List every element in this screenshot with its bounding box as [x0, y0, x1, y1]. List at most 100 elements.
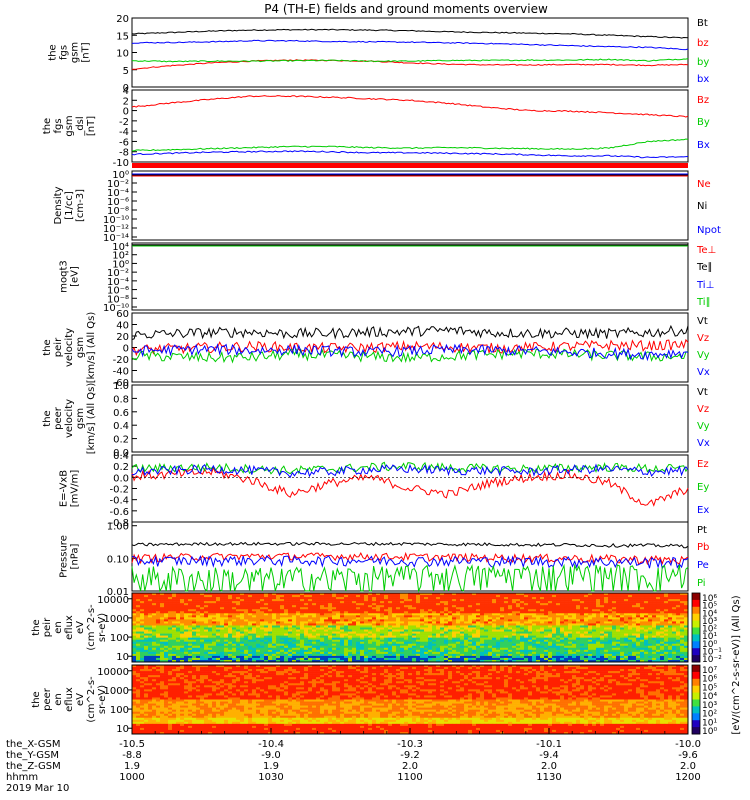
y-axis-label: [km/s] (All Qs) — [86, 312, 97, 384]
y-axis-label: [km/s] (All Qs) — [86, 383, 97, 455]
x-tick-label: 1200 — [675, 772, 700, 783]
colorbar-segment — [692, 606, 700, 615]
x-tick-label: 1100 — [397, 772, 422, 783]
figure-title: P4 (TH-E) fields and ground moments over… — [264, 2, 548, 16]
colorbar-tick-label: 10⁰ — [702, 727, 717, 737]
legend-Ex: Ex — [697, 505, 709, 516]
legend-bx: bx — [697, 74, 709, 85]
y-tick-label: 0.10 — [107, 554, 129, 565]
legend-Te⊥: Te⊥ — [696, 245, 716, 256]
panel-frame — [131, 89, 689, 163]
x-tick-label: 1000 — [119, 772, 144, 783]
y-tick-label: 0.0 — [113, 448, 129, 459]
colorbar-tick-label: 10² — [702, 625, 717, 635]
colorbar-segment — [692, 671, 700, 680]
colorbar-segment — [692, 720, 700, 728]
panel-frame — [131, 242, 689, 311]
x-tick-label: 1130 — [536, 772, 561, 783]
y-axis-label: sr-eV) — [97, 613, 108, 642]
y-tick-label: 10⁻⁴ — [107, 188, 129, 199]
legend-By: By — [697, 117, 710, 128]
series-line-Vz — [131, 338, 689, 357]
colorbar-tick-label: 10⁷ — [702, 666, 717, 676]
spectrogram-cells — [132, 665, 689, 735]
y-tick-label: 10² — [112, 251, 129, 262]
y-tick-label: 60 — [116, 309, 129, 320]
y-tick-label: 10⁻² — [107, 179, 129, 190]
legend-Ni: Ni — [697, 201, 707, 212]
y-tick-label: -60 — [113, 378, 129, 389]
y-axis-label: [1/cc] — [64, 191, 75, 220]
y-tick-label: -8 — [119, 148, 129, 159]
y-tick-label: 10000 — [97, 667, 129, 678]
series-line-Bz — [131, 95, 689, 118]
colorbar-segment — [692, 685, 700, 694]
x-tick-label: 2.0 — [541, 761, 557, 772]
y-tick-label: 10⁻¹⁰ — [103, 303, 129, 314]
legend-Ey: Ey — [697, 482, 709, 493]
panel-fgs-gsm: 0 5 10 15 20 the fgs gsm [nT] Bt bz by bx — [48, 14, 710, 94]
y-axis-label: [cm-3] — [75, 189, 86, 222]
colorbar-tick-label: 10¹ — [702, 632, 717, 642]
x-tick-label: 1.9 — [263, 761, 279, 772]
colorbar-segment — [692, 613, 700, 622]
legend-Vx: Vx — [697, 367, 710, 378]
colorbar-segment — [692, 620, 700, 628]
y-axis-label: peir — [53, 337, 64, 357]
colorbar-tick-label: 10³ — [702, 617, 717, 627]
colorbar-tick-label: 10⁶ — [702, 594, 717, 604]
y-axis-label: (cm^2-s- — [86, 676, 97, 723]
colorbar-segment — [692, 692, 700, 700]
y-tick-label: -40 — [113, 367, 129, 378]
y-axis-label: velocity — [64, 328, 75, 367]
y-tick-label: 20 — [116, 14, 129, 25]
x-tick-label: -10.4 — [258, 739, 284, 750]
series-line-Vt — [131, 324, 689, 340]
colorbar-tick-label: 10⁻² — [702, 655, 722, 665]
series-line-Ez — [131, 466, 689, 507]
series-line-Pe — [131, 554, 689, 570]
y-axis-label: gsm — [70, 42, 81, 63]
colorbar-frame — [691, 592, 701, 663]
colorbar-tick-label: 10⁶ — [702, 675, 717, 685]
colorbar-frame — [691, 664, 701, 735]
y-axis-label: eV — [75, 621, 86, 634]
y-tick-label: 0.4 — [113, 421, 129, 432]
x-row-label: the_Y-GSM — [6, 750, 59, 761]
colorbar-tick-label: 10¹ — [702, 718, 717, 728]
x-tick-label: -9.6 — [678, 750, 698, 761]
legend-Vz: Vz — [697, 333, 709, 344]
y-axis-label: _dsl — [75, 116, 86, 136]
y-axis-label: en — [53, 621, 64, 634]
y-tick-label: 10 — [116, 724, 129, 735]
y-tick-label: 10⁻¹² — [103, 224, 129, 235]
y-axis-label: gsm — [75, 337, 86, 358]
x-row-label: 2019 Mar 10 — [6, 783, 69, 794]
y-tick-label: 10⁻² — [107, 268, 129, 279]
x-tick-label: -10.0 — [675, 739, 701, 750]
y-tick-label: -0.6 — [109, 507, 129, 518]
y-axis-label: (cm^2-s- — [86, 604, 97, 651]
y-tick-label: 0 — [123, 83, 129, 94]
y-tick-label: -4 — [119, 127, 129, 138]
colorbar-segment — [692, 665, 700, 673]
legend-Vz: Vz — [697, 404, 709, 415]
series-line-bx — [131, 39, 689, 51]
colorbar-segment — [692, 727, 700, 735]
colorbar-segment — [692, 593, 700, 601]
x-tick-label: 2.0 — [680, 761, 696, 772]
legend-Pt: Pt — [697, 525, 707, 536]
y-axis-label: peer — [53, 406, 64, 430]
y-tick-label: 10⁻¹⁰ — [103, 215, 129, 226]
y-tick-label: 10⁻⁸ — [107, 294, 129, 305]
colorbar-segment — [692, 627, 700, 635]
y-tick-label: 0.8 — [113, 394, 129, 405]
y-tick-label: 0 — [123, 107, 129, 118]
x-row-label: the_X-GSM — [6, 739, 60, 750]
y-tick-label: 100 — [110, 633, 129, 644]
colorbar-tick-label: 10⁴ — [702, 609, 717, 619]
y-tick-label: 10 — [116, 49, 129, 60]
series-line-Pi — [131, 563, 689, 593]
